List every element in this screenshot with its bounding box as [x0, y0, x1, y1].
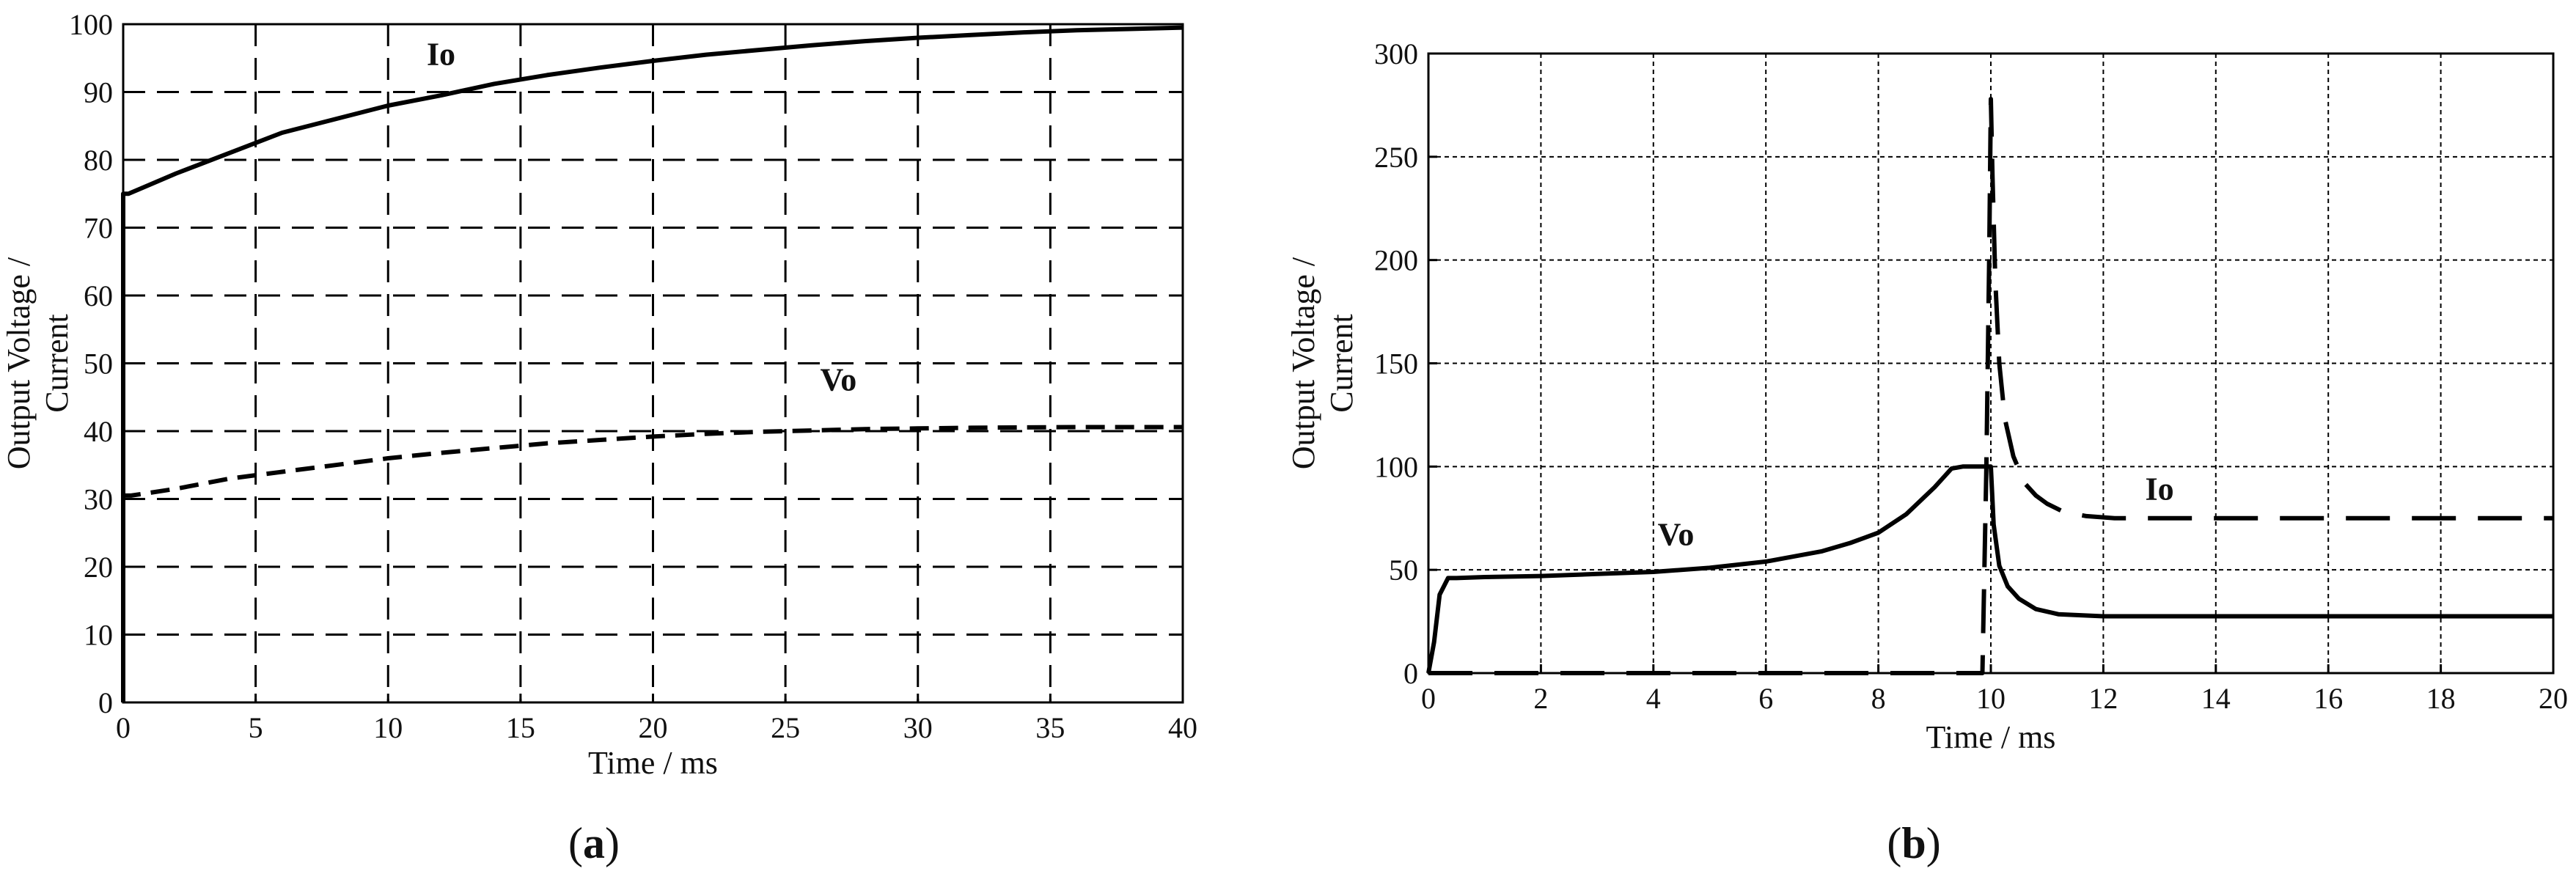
panel-label: (b) — [1887, 819, 1940, 867]
x-tick-label: 5 — [249, 711, 263, 744]
y-tick-label: 150 — [1374, 348, 1418, 381]
y-tick-label: 20 — [84, 551, 113, 584]
x-tick-label: 25 — [771, 711, 800, 744]
x-tick-label: 4 — [1646, 682, 1661, 715]
y-tick-label: 30 — [84, 483, 113, 516]
y-tick-label: 200 — [1374, 244, 1418, 277]
x-tick-label: 40 — [1168, 711, 1197, 744]
series-label-vo: Vo — [1658, 516, 1695, 552]
y-axis-label: Output Voltage / — [1285, 257, 1321, 469]
y-tick-label: 60 — [84, 279, 113, 312]
x-tick-label: 10 — [373, 711, 403, 744]
x-axis-label: Time / ms — [588, 745, 718, 781]
series-label-vo: Vo — [821, 362, 857, 398]
series-label-io: Io — [427, 37, 455, 73]
x-tick-label: 14 — [2201, 682, 2231, 715]
y-tick-label: 300 — [1374, 37, 1418, 70]
x-tick-label: 16 — [2313, 682, 2343, 715]
x-tick-label: 12 — [2088, 682, 2118, 715]
chart-panel-b: 0 2 4 6 8 10 12 14 16 18 20050100150200250300Time … — [1285, 37, 2568, 867]
series-line-io — [121, 25, 1184, 702]
x-tick-label: 0 — [116, 711, 131, 744]
y-axis-label: Current — [39, 314, 75, 412]
y-tick-label: 100 — [1374, 450, 1418, 483]
y-tick-label: 100 — [69, 8, 113, 41]
panel-label: (a) — [568, 819, 620, 867]
y-axis-label: Current — [1324, 314, 1359, 412]
x-tick-label: 6 — [1758, 682, 1773, 715]
x-tick-label: 10 — [1976, 682, 2006, 715]
x-tick-label: 30 — [903, 711, 933, 744]
series-line-vo — [121, 425, 1183, 702]
y-tick-label: 50 — [84, 348, 113, 381]
series-label-io: Io — [2146, 471, 2174, 507]
x-tick-label: 18 — [2426, 682, 2456, 715]
y-tick-label: 90 — [84, 76, 113, 109]
y-tick-label: 80 — [84, 144, 113, 177]
y-tick-label: 0 — [98, 686, 113, 719]
x-tick-label: 0 — [1421, 682, 1436, 715]
x-tick-label: 15 — [506, 711, 535, 744]
y-tick-label: 0 — [1403, 657, 1418, 690]
chart-panel-a: 0 5 10 15 20 25 30 35 40 0 10 20 30 40 50 60 70 80 90 100 Ti… — [1, 8, 1197, 867]
y-tick-label: 250 — [1374, 141, 1418, 174]
x-axis-label: Time / ms — [1926, 719, 2056, 755]
x-tick-label: 8 — [1871, 682, 1886, 715]
series-line-io — [1428, 97, 2553, 675]
x-tick-label: 20 — [2539, 682, 2568, 715]
series-line-vo — [1426, 464, 2553, 674]
x-tick-label: 20 — [639, 711, 668, 744]
y-tick-label: 10 — [84, 619, 113, 652]
y-axis-label: Output Voltage / — [1, 257, 37, 469]
y-tick-label: 70 — [84, 212, 113, 245]
y-tick-label: 50 — [1389, 554, 1418, 587]
y-tick-label: 40 — [84, 415, 113, 448]
x-tick-label: 35 — [1035, 711, 1065, 744]
x-tick-label: 2 — [1533, 682, 1548, 715]
